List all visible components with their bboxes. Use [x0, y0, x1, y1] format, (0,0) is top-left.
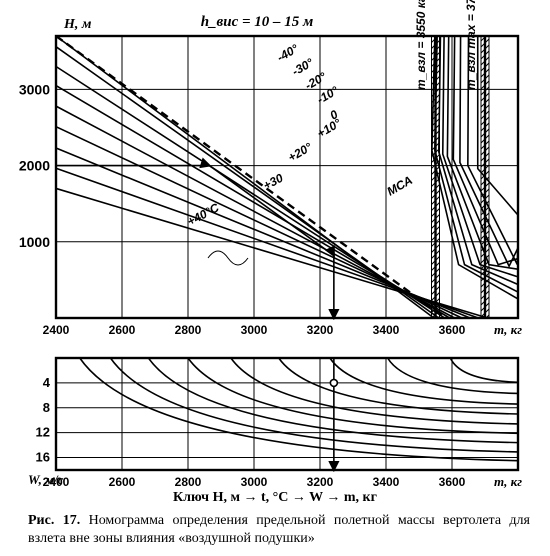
nomogram-svg: -40°-30°-20°-10°0+10°+20°+30+40°CМСАm_вз… — [0, 0, 550, 556]
ytick-bottom: 8 — [43, 400, 50, 415]
xtick-bottom: 3400 — [373, 475, 400, 489]
y-axis-label-top: H, м — [63, 17, 92, 32]
ytick-top: 1000 — [19, 234, 50, 250]
xtick-bottom: 3200 — [307, 475, 334, 489]
temp-curve-label: +20° — [286, 140, 315, 165]
example-point — [330, 379, 337, 386]
caption-text: Номограмма определения предельной полетн… — [28, 513, 530, 546]
xtick-bottom: 2600 — [109, 475, 136, 489]
wind-curve — [450, 358, 518, 382]
xtick-top: 2800 — [175, 323, 202, 337]
msa-curve — [56, 36, 445, 318]
figure-caption: Рис. 17. Номограмма определения предельн… — [28, 512, 530, 548]
wind-curve — [279, 358, 518, 414]
wiggle-mark — [208, 251, 248, 265]
xtick-top: 2600 — [109, 323, 136, 337]
wind-curve — [110, 358, 518, 452]
x-axis-label-bottom: m, кг — [494, 474, 522, 489]
key-text: Ключ H, м → t, °C → W → m, кг — [0, 490, 550, 506]
temp-curve-label: +30 — [261, 171, 286, 193]
x-axis-label-top: m, кг — [494, 322, 522, 337]
mass-limit-label: m_взл max = 3700 кг — [464, 0, 478, 90]
xtick-top: 3000 — [241, 323, 268, 337]
xtick-bottom: 2800 — [175, 475, 202, 489]
ytick-bottom: 12 — [36, 425, 50, 440]
xtick-top: 3200 — [307, 323, 334, 337]
xtick-top: 3600 — [439, 323, 466, 337]
xtick-bottom: 3000 — [241, 475, 268, 489]
xtick-bottom: 3600 — [439, 475, 466, 489]
ytick-bottom: 4 — [43, 375, 51, 390]
ytick-top: 3000 — [19, 81, 50, 97]
xtick-top: 2400 — [43, 323, 70, 337]
xtick-top: 3400 — [373, 323, 400, 337]
msa-label: МСА — [385, 173, 415, 199]
xtick-bottom: 2400 — [43, 475, 70, 489]
caption-prefix: Рис. 17. — [28, 513, 80, 528]
ytick-bottom: 16 — [36, 450, 50, 465]
title-top: h_вис = 10 – 15 м — [201, 14, 314, 30]
temp-curve — [56, 188, 488, 318]
mass-limit-label: m_взл = 3550 кг — [414, 0, 428, 90]
ytick-top: 2000 — [19, 158, 50, 174]
